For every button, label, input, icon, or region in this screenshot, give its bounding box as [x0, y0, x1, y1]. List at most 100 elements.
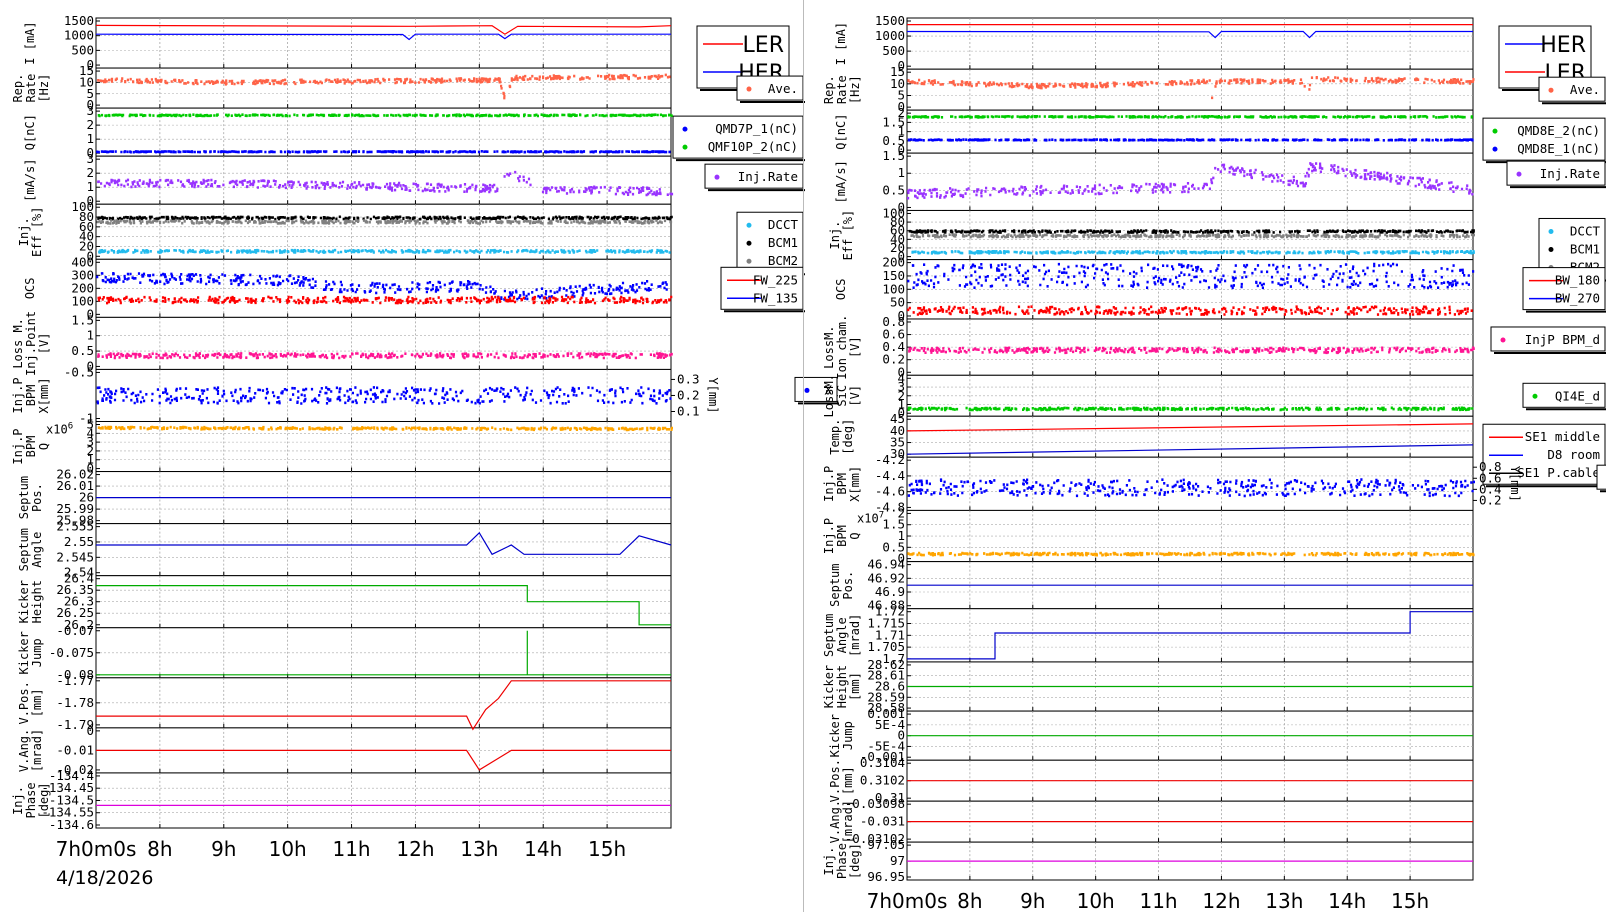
y-tick-label: -4.8	[875, 499, 905, 514]
y-axis-label: Eff [%]	[30, 206, 44, 257]
right-tick-label: 0.2	[1479, 492, 1502, 507]
panel-frame	[95, 316, 672, 370]
y-tick-label: 0	[86, 97, 94, 112]
y-tick-label: 0	[86, 461, 94, 476]
legend: BW_180 BW_270	[1522, 267, 1606, 313]
y-tick-label: 0.5	[882, 133, 905, 148]
legend: QMD8E_2(nC) QMD8E_1(nC)	[1482, 117, 1606, 164]
y-tick-label: 1500	[64, 13, 94, 28]
right-tick-label: 0.8	[1479, 459, 1502, 474]
panel-frame	[95, 155, 672, 205]
legend-swatch-dot	[1532, 393, 1538, 399]
y-tick-label: 4	[86, 425, 94, 440]
y-tick-label: 1500	[875, 13, 905, 28]
series-ave-	[907, 76, 1475, 100]
x-tick-label: 7h0m0s	[56, 837, 137, 861]
y-tick-label: 28.6	[875, 679, 905, 694]
scatter-points	[97, 73, 671, 100]
y-tick-label: -1.77	[56, 673, 94, 688]
series-bw-270	[907, 262, 1475, 290]
scatter-points	[97, 425, 673, 432]
legend: Ave.	[1538, 76, 1606, 105]
y-axis-label: [mA/s]	[23, 159, 37, 202]
y-tick-label: 10	[890, 76, 905, 91]
y-tick-label: 15	[890, 64, 905, 79]
legend-label: Ave.	[768, 81, 798, 96]
series-loss-m-	[97, 352, 673, 360]
series-line	[907, 611, 1473, 660]
y-tick-label: 0	[897, 249, 905, 264]
y-tick-label: 0	[86, 723, 94, 738]
series-qmd7p-1-nc-	[96, 150, 671, 154]
y-axis-label: [mA/s]	[834, 160, 848, 203]
y-axis-label: BPM	[24, 385, 38, 407]
y-tick-label: 200	[882, 255, 905, 270]
y-tick-label: 100	[71, 293, 94, 308]
x-axis: 7h0m0s 8h 9h 10h 11h 12h 13h 14h 15h 4/18/2026	[56, 837, 627, 889]
y-tick-label: 20	[79, 238, 94, 253]
legend: Inj.Rate	[1506, 160, 1606, 189]
exponent-label: x106	[46, 421, 73, 436]
left-panel-inj-bpm-x: -0.5 -1 Inj.P BPM X[mm] 0.30.20.1 Y[mm] X	[11, 364, 839, 425]
y-tick-label: 0	[897, 728, 905, 743]
legend-label: QMD8E_1(nC)	[1517, 141, 1600, 156]
y-tick-label: 0.3104	[860, 755, 905, 770]
series-line	[906, 423, 1474, 432]
scatter-points	[96, 219, 673, 225]
y-tick-label: 0.3102	[860, 773, 905, 788]
legend-box	[672, 115, 804, 159]
y-tick-label: 1	[86, 328, 94, 343]
series-line	[906, 30, 1473, 39]
legend-label: BW_180	[1555, 273, 1600, 288]
y-tick-label: 0	[86, 248, 94, 263]
y-tick-label: 5	[86, 416, 94, 431]
y-tick-label: 0	[897, 142, 905, 157]
scatter-points	[907, 262, 1475, 290]
y-tick-label: 0	[86, 145, 94, 160]
x-tick-label: 8h	[147, 837, 172, 861]
scatter-points	[97, 352, 673, 360]
y-tick-label: 2.555	[56, 519, 94, 534]
scatter-points	[907, 406, 1474, 412]
y-tick-label: 1	[897, 528, 905, 543]
legend-label: QMD7P_1(nC)	[715, 121, 798, 136]
series-x	[96, 386, 672, 405]
legend-box	[1522, 267, 1606, 311]
series-septum-angle	[96, 531, 672, 556]
legend-label: InjP BPM_d	[1525, 332, 1600, 347]
legend-label: FW_225	[753, 272, 798, 287]
legend-swatch-dot	[682, 126, 688, 132]
y-tick-label: 0	[897, 405, 905, 420]
y-tick-label: 3	[897, 379, 905, 394]
scatter-points	[96, 150, 671, 154]
y-axis-label: BPM	[835, 525, 849, 547]
x-tick-label: 11h	[332, 837, 370, 861]
y-tick-label: 80	[79, 209, 94, 224]
y-axis-label: Inj.P	[822, 466, 836, 502]
y-tick-label: 46.88	[867, 598, 905, 613]
column-divider	[803, 0, 804, 912]
y-axis-label: Angle	[30, 532, 44, 568]
series-line	[96, 680, 671, 731]
scatter-points	[908, 229, 1475, 234]
y-tick-label: -1.79	[56, 717, 94, 732]
y-tick-label: 4	[897, 370, 905, 385]
x-tick-label: 13h	[460, 837, 498, 861]
y-tick-label: 28.58	[867, 700, 905, 715]
y-tick-label: 28.59	[867, 689, 905, 704]
right-axis-label: Y[mm]	[706, 377, 720, 413]
x-tick-label: 14h	[524, 837, 562, 861]
right-tick-label: 0.2	[677, 387, 700, 402]
y-tick-label: 0.5	[882, 539, 905, 554]
y-tick-label: 46.92	[867, 570, 905, 585]
y-tick-label: 35	[890, 435, 905, 450]
y-tick-label: 1.5	[882, 114, 905, 129]
y-tick-label: 0	[86, 306, 94, 321]
legend-swatch-dot	[746, 258, 752, 264]
y-tick-label: 1.5	[882, 148, 905, 163]
